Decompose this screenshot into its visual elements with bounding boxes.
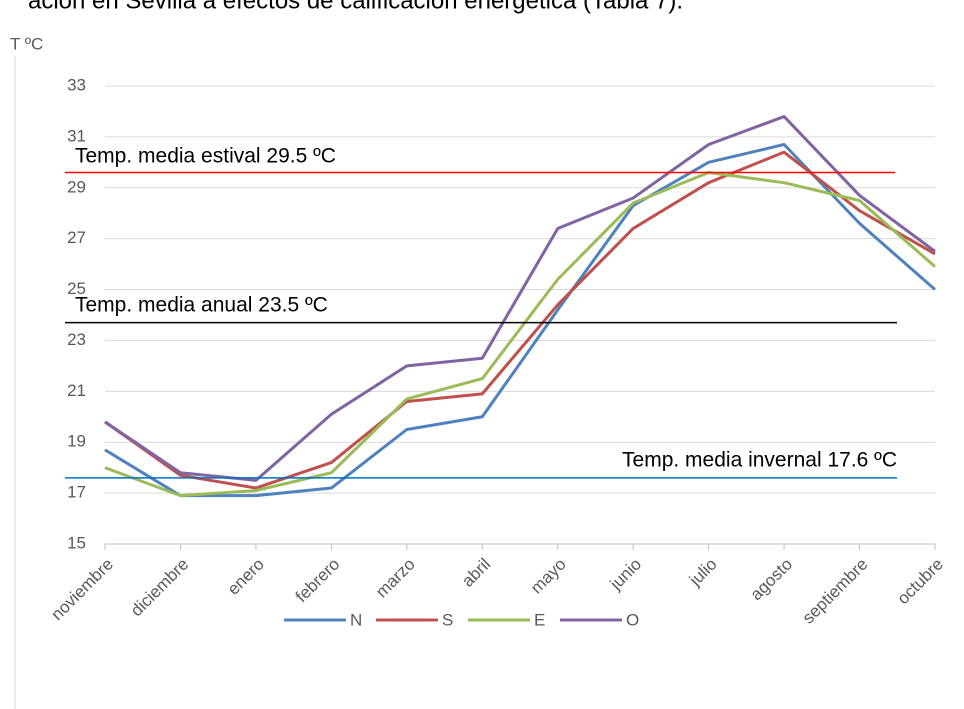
y-tick-label: 31: [67, 126, 86, 145]
reference-label: Temp. media anual 23.5 ºC: [75, 294, 328, 317]
series-line: [104, 171, 936, 498]
caption: ación en Sevilla a efectos de calificaci…: [28, 0, 683, 14]
y-tick-label: 27: [67, 228, 86, 247]
series-line: [104, 115, 936, 482]
x-tick-label: febrero: [292, 555, 344, 607]
x-tick-label: marzo: [372, 555, 419, 602]
series-line: [104, 143, 936, 498]
x-tick-label: agosto: [747, 555, 797, 605]
x-tick-label: diciembre: [127, 555, 193, 621]
x-tick-label: enero: [224, 555, 268, 599]
reference-label: Temp. media invernal 17.6 ºC: [622, 449, 897, 472]
y-tick-label: 33: [67, 75, 86, 94]
y-tick-label: 19: [67, 432, 86, 451]
x-tick-label: mayo: [527, 555, 570, 598]
y-tick-label: 17: [67, 483, 86, 502]
y-tick-label: 29: [67, 177, 86, 196]
legend-label: E: [534, 610, 545, 629]
x-tick-label: abril: [458, 555, 494, 591]
legend-label: S: [442, 610, 453, 629]
reference-label: Temp. media estival 29.5 ºC: [75, 145, 336, 168]
y-tick-label: 25: [67, 279, 86, 298]
x-tick-label: junio: [606, 555, 646, 595]
x-tick-label: septiembre: [799, 555, 872, 628]
y-axis-label: T ºC: [10, 34, 43, 53]
y-tick-label: 15: [67, 533, 86, 552]
y-tick-label: 21: [67, 381, 86, 400]
x-tick-label: julio: [685, 555, 721, 591]
legend-label: N: [350, 610, 362, 629]
legend-label: O: [626, 610, 639, 629]
series-line: [104, 150, 936, 490]
x-tick-label: octubre: [893, 555, 947, 609]
y-tick-label: 23: [67, 330, 86, 349]
x-tick-label: noviembre: [47, 555, 117, 625]
